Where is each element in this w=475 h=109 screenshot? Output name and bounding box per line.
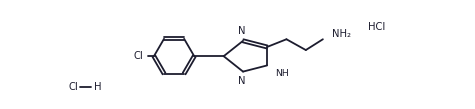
Text: N: N: [238, 76, 245, 86]
Text: Cl: Cl: [68, 82, 78, 92]
Text: Cl: Cl: [133, 51, 143, 61]
Text: H: H: [94, 82, 101, 92]
Text: N: N: [238, 26, 245, 36]
Text: HCl: HCl: [368, 22, 385, 32]
Text: NH: NH: [275, 69, 289, 77]
Text: NH₂: NH₂: [332, 29, 351, 39]
